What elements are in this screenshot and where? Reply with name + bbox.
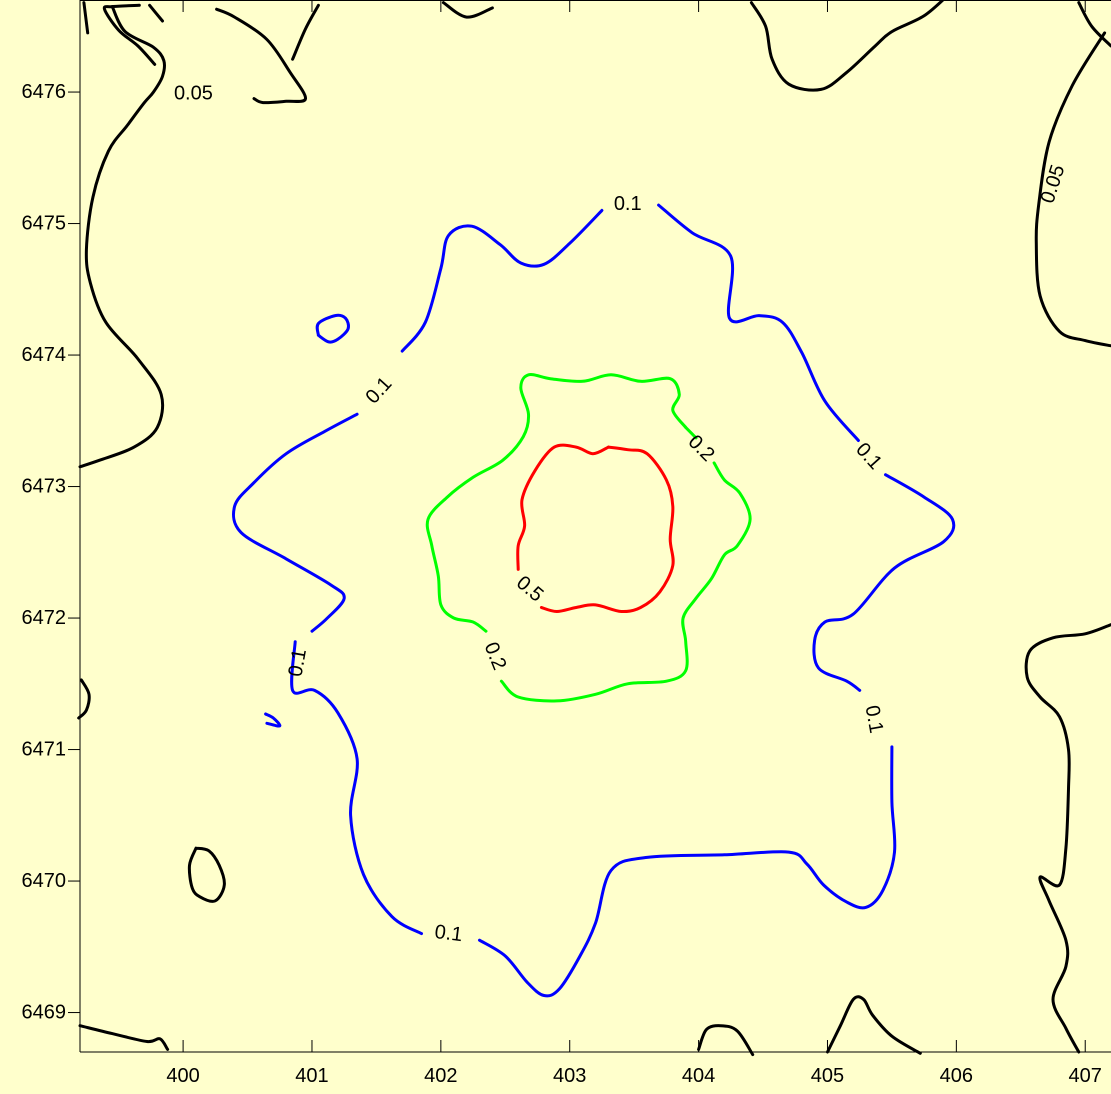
contour-line-0_05-9 <box>1034 31 1111 348</box>
x-tick-label-403: 403 <box>553 1065 586 1087</box>
contour-line-0_2-1 <box>499 461 752 703</box>
contour-line-0_1-5 <box>231 412 359 633</box>
x-tick-label-400: 400 <box>166 1065 199 1087</box>
contour-line-0_1-0 <box>400 208 604 353</box>
y-tick-label-6472: 6472 <box>22 607 67 629</box>
contour-line-0_05-14 <box>826 995 922 1055</box>
contour-line-0_05-2 <box>102 3 157 66</box>
contour-line-0_1-2 <box>812 473 956 692</box>
x-tick-label-401: 401 <box>295 1065 328 1087</box>
x-tick-label-407: 407 <box>1069 1065 1102 1087</box>
contour-line-0_1-6 <box>315 313 350 344</box>
contour-line-0_05-15 <box>1024 623 1111 1054</box>
contour-line-0_2-0 <box>425 372 688 633</box>
y-axis-ticks: 6469 6470 6471 6472 6473 6474 6475 6476 <box>22 81 80 1024</box>
contour-line-0_05-3 <box>148 3 164 23</box>
contour-line-0_05-13 <box>697 1024 755 1057</box>
contour-line-0_05-7 <box>749 0 946 92</box>
contour-line-0_1-4 <box>290 640 423 936</box>
y-tick-label-6473: 6473 <box>22 476 67 498</box>
y-tick-label-6476: 6476 <box>22 81 67 103</box>
x-tick-label-404: 404 <box>682 1065 715 1087</box>
y-tick-label-6475: 6475 <box>22 213 67 235</box>
contour-label-0_1-0: 0.1 <box>614 193 642 215</box>
y-tick-label-6471: 6471 <box>22 739 67 761</box>
contour-label-0_05-0: 0.05 <box>174 82 213 104</box>
contour-line-0_1-1 <box>657 203 860 442</box>
contour-lines <box>77 0 1111 1057</box>
contour-line-0_05-8 <box>1077 1 1111 48</box>
contour-line-0_05-11 <box>187 846 226 903</box>
plot-axes <box>79 0 1111 1053</box>
contour-line-0_05-4 <box>215 7 307 105</box>
contour-line-0_1-3 <box>478 745 897 998</box>
contour-line-0_05-6 <box>441 1 494 19</box>
contour-label-0_1-4: 0.1 <box>861 704 887 735</box>
contour-line-0_05-5 <box>291 3 320 61</box>
contour-label-0_1-5: 0.1 <box>433 921 463 946</box>
contour-line-0_05-10 <box>77 678 91 720</box>
x-axis-ticks: 400 401 402 403 404 405 406 407 <box>166 0 1102 1087</box>
contour-line-0_5-1 <box>516 443 610 571</box>
contour-line-0_2-2 <box>684 425 698 440</box>
y-tick-label-6474: 6474 <box>22 344 67 366</box>
contour-line-0_05-0 <box>82 1 90 35</box>
contour-line-0_1-7 <box>264 712 282 728</box>
x-tick-label-405: 405 <box>811 1065 844 1087</box>
x-tick-label-406: 406 <box>940 1065 973 1087</box>
contour-line-0_05-1 <box>78 5 166 469</box>
x-tick-label-402: 402 <box>424 1065 457 1087</box>
contour-label-0_1-3: 0.1 <box>285 647 311 678</box>
y-tick-label-6469: 6469 <box>22 1002 67 1024</box>
contour-line-0_5-0 <box>539 445 675 614</box>
y-tick-label-6470: 6470 <box>22 870 67 892</box>
contour-line-0_05-12 <box>78 1024 170 1051</box>
